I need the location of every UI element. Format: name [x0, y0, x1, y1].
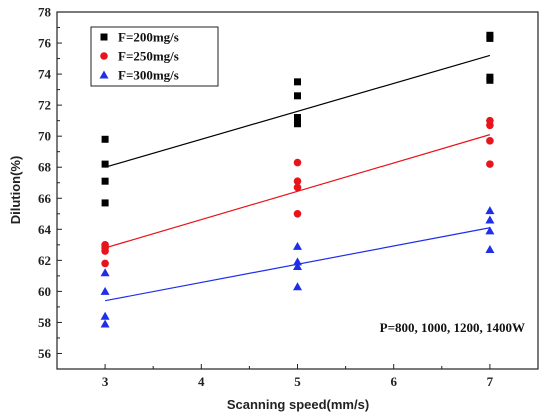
x-tick-label: 3: [102, 374, 109, 389]
data-point: [100, 286, 110, 295]
data-point: [293, 183, 302, 192]
legend-box: [90, 26, 219, 87]
y-tick-label: 72: [38, 98, 51, 113]
data-point: [293, 241, 302, 250]
data-point: [486, 34, 494, 42]
legend-marker: [99, 70, 109, 79]
data-point: [100, 311, 110, 320]
x-axis-title: Scanning speed(mm/s): [227, 397, 369, 412]
y-tick-label: 58: [38, 315, 52, 330]
data-point: [294, 92, 301, 100]
series-3: [100, 206, 495, 328]
fit-line: [104, 54, 491, 168]
power-annotation: P=800, 1000, 1200, 1400W: [380, 320, 525, 335]
data-point: [485, 206, 495, 215]
data-point: [101, 199, 109, 207]
legend-marker: [100, 33, 108, 41]
legend-label: F=200mg/s: [118, 30, 179, 45]
data-point: [293, 262, 302, 271]
y-tick-label: 56: [38, 346, 52, 361]
data-point: [294, 120, 301, 128]
y-tick-label: 76: [38, 36, 52, 51]
data-point: [294, 78, 301, 86]
x-tick-label: 7: [487, 374, 494, 389]
data-point: [293, 257, 302, 266]
data-point: [101, 247, 109, 255]
data-point: [293, 209, 302, 218]
y-tick-label: 60: [38, 284, 51, 299]
data-point: [101, 135, 109, 143]
data-point: [101, 177, 109, 185]
data-point: [101, 259, 109, 268]
data-point: [101, 160, 109, 168]
legend: F=200mg/s F=250mg/s F=300mg/s: [90, 26, 219, 87]
data-point: [485, 244, 495, 253]
legend-marker: [100, 52, 108, 60]
series-2: [101, 116, 494, 268]
data-point: [100, 268, 110, 277]
legend-label: F=300mg/s: [118, 68, 179, 83]
y-tick-label: 74: [38, 67, 52, 82]
data-point: [486, 137, 494, 145]
data-point: [294, 114, 301, 122]
y-tick-label: 70: [38, 129, 51, 144]
data-point: [486, 76, 494, 84]
y-tick-label: 66: [38, 191, 52, 206]
x-tick-label: 6: [390, 374, 397, 389]
data-point: [486, 160, 494, 168]
y-axis-title: Dilution(%): [8, 156, 23, 225]
data-point: [485, 215, 495, 224]
data-point: [100, 319, 110, 328]
data-point: [293, 282, 302, 291]
fit-line: [104, 134, 491, 249]
series-1: [101, 31, 494, 207]
y-tick-label: 68: [38, 160, 52, 175]
y-tick-label: 64: [38, 222, 52, 237]
plot-marks: [100, 31, 495, 328]
legend-label: F=250mg/s: [118, 49, 179, 64]
data-point: [485, 226, 495, 235]
data-point: [293, 158, 302, 167]
x-tick-label: 4: [198, 374, 205, 389]
data-point: [486, 121, 494, 130]
y-tick-label: 62: [38, 253, 51, 268]
data-point: [293, 177, 302, 185]
y-tick-label: 78: [38, 5, 52, 20]
x-tick-label: 5: [294, 374, 301, 389]
